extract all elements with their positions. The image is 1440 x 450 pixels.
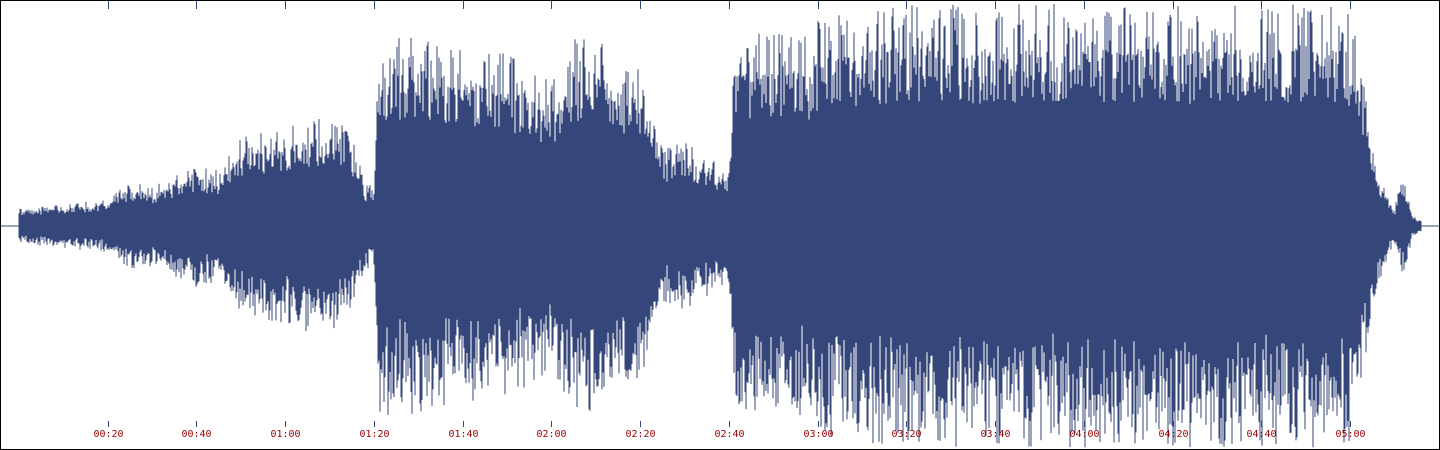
time-label: 02:20 <box>625 429 655 440</box>
time-label: 05:00 <box>1335 429 1365 440</box>
time-label: 04:40 <box>1246 429 1276 440</box>
time-label: 01:40 <box>448 429 478 440</box>
time-label: 00:20 <box>93 429 123 440</box>
time-label: 03:40 <box>980 429 1010 440</box>
time-label: 04:20 <box>1158 429 1188 440</box>
time-label: 01:00 <box>270 429 300 440</box>
time-label: 04:00 <box>1069 429 1099 440</box>
time-label: 02:40 <box>714 429 744 440</box>
time-label: 02:00 <box>536 429 566 440</box>
time-label: 00:40 <box>181 429 211 440</box>
top-tick-marks <box>108 1 1351 9</box>
time-label: 03:00 <box>803 429 833 440</box>
timeline-labels: 00:20 00:40 01:00 01:20 01:40 02:00 02:20 02:40… <box>93 429 1365 440</box>
time-label: 03:20 <box>891 429 921 440</box>
time-label: 01:20 <box>359 429 389 440</box>
bottom-tick-marks <box>108 421 1351 427</box>
